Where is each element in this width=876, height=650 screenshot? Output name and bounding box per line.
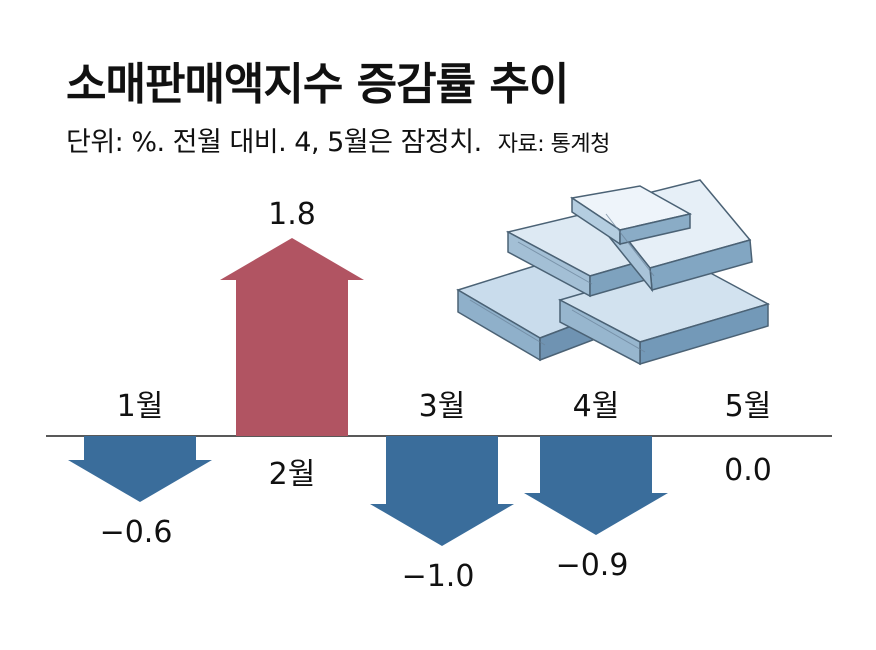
bar-arrow-2 xyxy=(220,238,364,436)
bar-arrow-1 xyxy=(68,436,212,502)
category-label: 2월 xyxy=(269,457,316,492)
category-label: 5월 xyxy=(725,389,772,424)
chart-title: 소매판매액지수 증감률 추이 xyxy=(66,59,569,110)
value-label: −1.0 xyxy=(402,559,475,594)
value-label: −0.6 xyxy=(100,515,173,550)
source-note: 자료: 통계청 xyxy=(497,132,611,157)
value-label: 0.0 xyxy=(724,453,772,488)
category-label: 4월 xyxy=(573,389,620,424)
category-label: 1월 xyxy=(117,389,164,424)
value-label: −0.9 xyxy=(556,548,629,583)
chart-subtitle: 단위: %. 전월 대비. 4, 5월은 잠정치. 자료: 통계청 xyxy=(66,120,610,159)
bar-arrow-3 xyxy=(370,436,514,546)
bar-arrow-4 xyxy=(524,436,668,535)
value-label: 1.8 xyxy=(268,197,316,232)
category-label: 3월 xyxy=(419,389,466,424)
subtitle-text: 단위: %. 전월 대비. 4, 5월은 잠정치. xyxy=(66,127,482,158)
